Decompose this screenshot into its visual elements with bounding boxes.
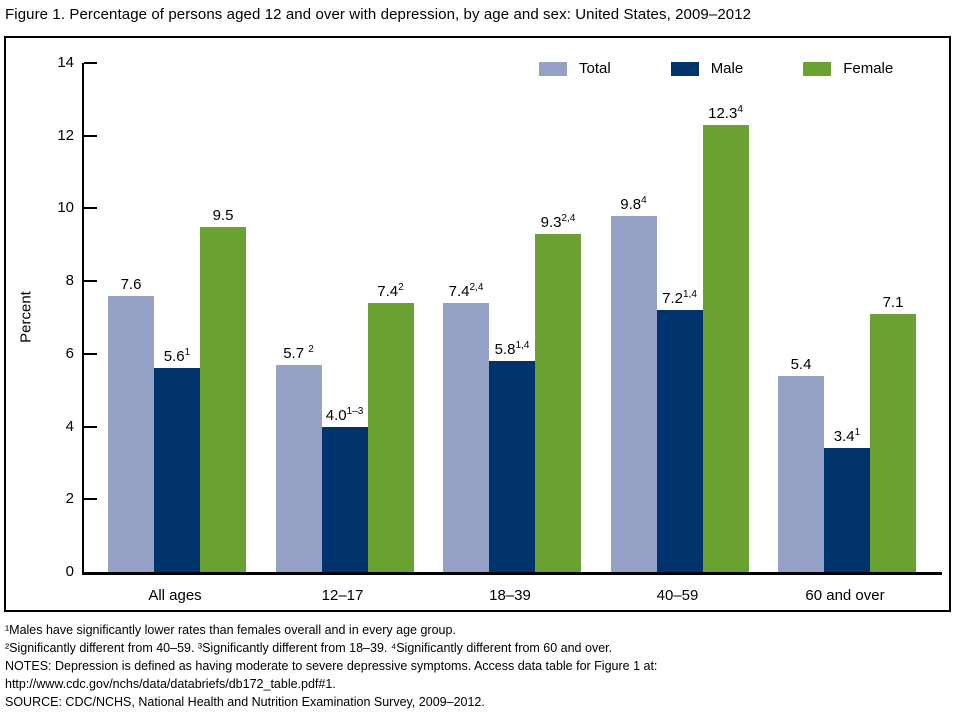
y-axis-tick-label: 12 <box>57 126 74 144</box>
x-axis-category-label: 18–39 <box>489 587 531 604</box>
bar-value-label: 3.41 <box>833 427 861 446</box>
bar-female: 7.1 <box>870 294 916 572</box>
bar-female: 12.34 <box>702 104 749 572</box>
bar-value-label: 9.84 <box>620 194 647 213</box>
bar-male: 5.81,4 <box>489 341 535 572</box>
bar-value-label: 7.6 <box>120 275 142 293</box>
bar-female: 9.5 <box>200 207 246 572</box>
bar-group: 5.7 2 4.01–3 7.42 <box>275 63 414 572</box>
bar-total: 5.7 2 <box>275 344 322 572</box>
footnote-line: NOTES: Depression is defined as having m… <box>5 659 658 673</box>
bar-value-label: 5.7 2 <box>283 343 314 362</box>
legend-swatch-female-icon <box>803 61 832 76</box>
legend-label-male: Male <box>710 60 744 77</box>
bar-value-label: 7.42 <box>377 281 404 300</box>
footnote-line: http://www.cdc.gov/nchs/data/databriefs/… <box>5 677 336 691</box>
legend-label-female: Female <box>843 60 894 77</box>
bar-male: 5.61 <box>154 348 200 572</box>
chart-area: Total Male Female Percent 7.6 5.61 9.5 5.7 … <box>4 36 951 612</box>
y-axis-tick <box>84 280 97 283</box>
legend-item-male: Male <box>670 60 744 77</box>
bar-group: 7.6 5.61 9.5 <box>108 63 246 572</box>
y-axis-tick-label: 0 <box>65 563 74 580</box>
figure-title: Figure 1. Percentage of persons aged 12 … <box>5 6 752 23</box>
bar-total: 7.6 <box>108 276 154 572</box>
y-axis-tick-label: 6 <box>65 344 74 362</box>
y-axis-tick <box>84 134 97 137</box>
bar-value-label: 7.42,4 <box>448 281 484 300</box>
legend-label-total: Total <box>579 60 611 77</box>
bar-group: 9.84 7.21,4 12.34 <box>610 63 749 572</box>
footnote-line: ¹Males have significantly lower rates th… <box>5 623 456 637</box>
bar-value-label: 12.34 <box>708 103 743 122</box>
bar-female: 7.42 <box>367 282 414 572</box>
y-axis-tick <box>84 352 97 355</box>
y-axis-tick-label: 2 <box>65 490 74 508</box>
bar-male: 7.21,4 <box>656 290 703 572</box>
legend-swatch-male-icon <box>670 61 699 76</box>
y-axis-tick-label: 8 <box>65 272 74 290</box>
x-axis-category-label: 40–59 <box>656 587 699 604</box>
x-axis-category-label: 60 and over <box>805 587 885 604</box>
bar-female: 9.32,4 <box>535 213 581 572</box>
bar-total: 5.4 <box>778 356 824 572</box>
bar-value-label: 7.1 <box>882 293 904 311</box>
bar-value-label: 7.21,4 <box>662 289 697 308</box>
bar-male: 3.41 <box>824 428 870 572</box>
footnote-line: SOURCE: CDC/NCHS, National Health and Nu… <box>5 695 485 709</box>
x-axis-category-label: All ages <box>148 587 202 604</box>
footnotes: ¹Males have significantly lower rates th… <box>5 621 955 711</box>
bar-group: 7.42,4 5.81,4 9.32,4 <box>443 63 581 572</box>
bar-value-label: 9.5 <box>212 206 234 224</box>
legend: Total Male Female <box>539 60 893 77</box>
legend-item-total: Total <box>539 60 611 77</box>
legend-item-female: Female <box>803 60 893 77</box>
bar-total: 7.42,4 <box>443 282 489 572</box>
bar-group: 5.4 3.41 7.1 <box>778 63 916 572</box>
y-axis-tick-label: 14 <box>57 54 74 71</box>
y-axis-tick <box>84 425 97 428</box>
bar-value-label: 5.81,4 <box>494 340 530 359</box>
bar-value-label: 9.32,4 <box>540 212 576 231</box>
plot-area: 7.6 5.61 9.5 5.7 2 4.01–3 7.42 7.42,4 5.81,4 9.3… <box>57 54 942 580</box>
y-axis-tick-label: 10 <box>57 199 74 217</box>
bar-total: 9.84 <box>610 195 657 572</box>
y-axis-label: Percent <box>17 291 35 343</box>
x-axis-category-label: 12–17 <box>321 587 364 604</box>
y-axis-tick-label: 4 <box>65 417 74 435</box>
bar-value-label: 5.4 <box>790 355 812 373</box>
bar-value-label: 5.61 <box>163 347 191 366</box>
x-axis-category-row: All ages 12–17 18–39 40–59 60 and over <box>82 587 940 604</box>
y-axis-tick <box>84 62 97 64</box>
y-axis-tick <box>84 498 97 501</box>
y-axis-tick <box>84 207 97 210</box>
bar-value-label: 4.01–3 <box>325 405 364 424</box>
bar-male: 4.01–3 <box>321 406 368 572</box>
footnote-line: ²Significantly different from 40–59. ³Si… <box>5 641 613 655</box>
bar-groups: 7.6 5.61 9.5 5.7 2 4.01–3 7.42 7.42,4 5.81,4 9.3… <box>84 63 942 572</box>
legend-swatch-total-icon <box>539 61 567 76</box>
